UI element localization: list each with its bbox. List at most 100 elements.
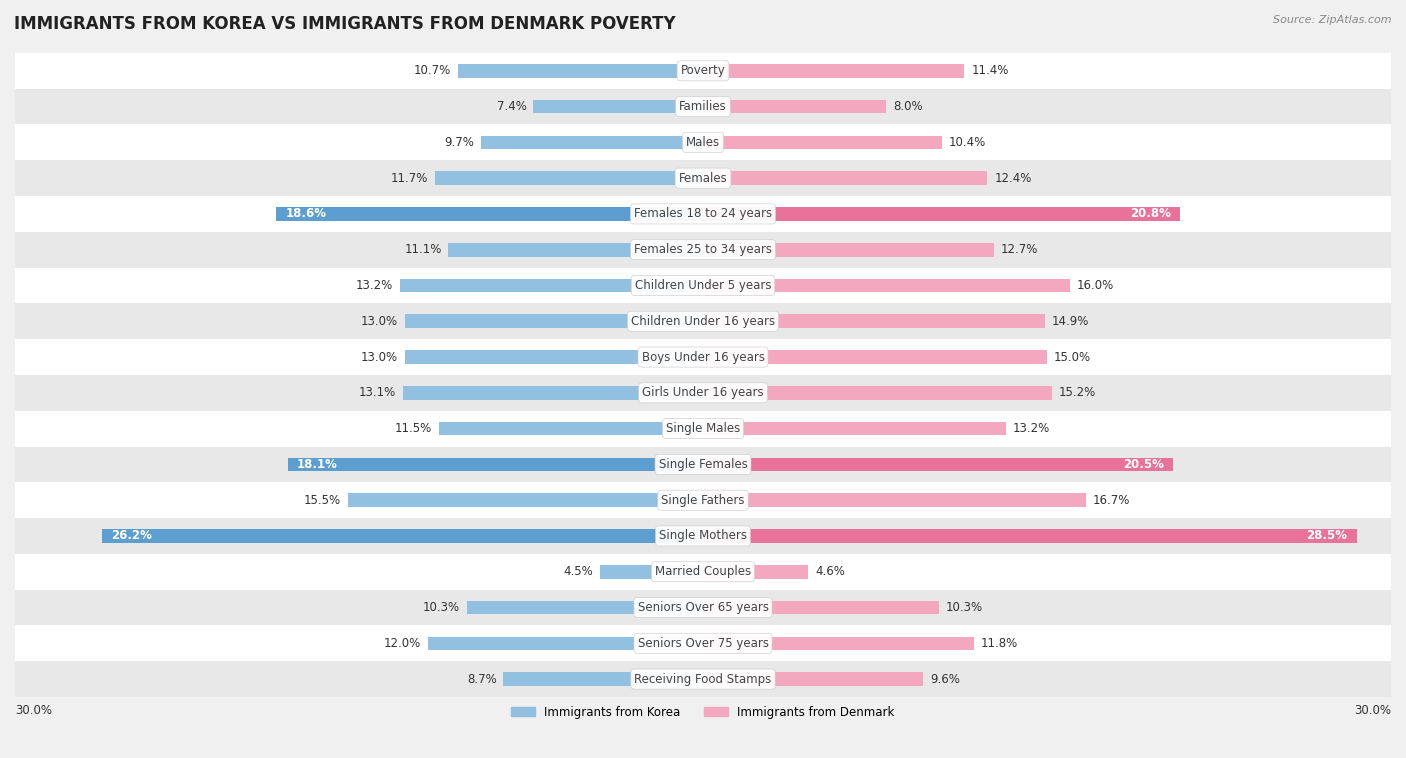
- Text: 16.7%: 16.7%: [1092, 493, 1130, 506]
- Bar: [703, 493, 1085, 507]
- Text: 10.4%: 10.4%: [949, 136, 986, 149]
- Text: IMMIGRANTS FROM KOREA VS IMMIGRANTS FROM DENMARK POVERTY: IMMIGRANTS FROM KOREA VS IMMIGRANTS FROM…: [14, 15, 676, 33]
- Bar: [600, 565, 703, 578]
- Bar: [703, 458, 1173, 471]
- Bar: [15, 303, 1391, 339]
- Bar: [401, 279, 703, 293]
- Text: 7.4%: 7.4%: [496, 100, 526, 113]
- Bar: [15, 625, 1391, 661]
- Bar: [405, 315, 703, 328]
- Text: Females 25 to 34 years: Females 25 to 34 years: [634, 243, 772, 256]
- Bar: [703, 386, 1052, 399]
- Text: 20.8%: 20.8%: [1130, 208, 1171, 221]
- Text: 15.5%: 15.5%: [304, 493, 340, 506]
- Text: Single Mothers: Single Mothers: [659, 529, 747, 543]
- Text: 18.1%: 18.1%: [297, 458, 337, 471]
- Bar: [503, 672, 703, 686]
- Text: Females 18 to 24 years: Females 18 to 24 years: [634, 208, 772, 221]
- Text: 10.3%: 10.3%: [423, 601, 460, 614]
- Text: Single Fathers: Single Fathers: [661, 493, 745, 506]
- Text: 11.8%: 11.8%: [980, 637, 1018, 650]
- Bar: [15, 89, 1391, 124]
- Bar: [103, 529, 703, 543]
- Bar: [703, 136, 942, 149]
- Text: Children Under 16 years: Children Under 16 years: [631, 315, 775, 327]
- Text: 15.0%: 15.0%: [1054, 350, 1091, 364]
- Text: 13.2%: 13.2%: [356, 279, 394, 292]
- Text: 10.7%: 10.7%: [413, 64, 451, 77]
- Bar: [703, 565, 808, 578]
- Bar: [703, 315, 1045, 328]
- Text: 26.2%: 26.2%: [111, 529, 152, 543]
- Bar: [15, 661, 1391, 697]
- Bar: [15, 554, 1391, 590]
- Bar: [277, 207, 703, 221]
- Bar: [15, 53, 1391, 89]
- Bar: [703, 207, 1180, 221]
- Text: 8.0%: 8.0%: [893, 100, 922, 113]
- Bar: [427, 637, 703, 650]
- Bar: [15, 375, 1391, 411]
- Bar: [703, 171, 987, 185]
- Bar: [457, 64, 703, 77]
- Bar: [703, 243, 994, 256]
- Text: Families: Families: [679, 100, 727, 113]
- Text: Single Males: Single Males: [666, 422, 740, 435]
- Bar: [347, 493, 703, 507]
- Text: 13.1%: 13.1%: [359, 387, 395, 399]
- Bar: [15, 518, 1391, 554]
- Text: 30.0%: 30.0%: [1354, 704, 1391, 717]
- Text: 11.1%: 11.1%: [404, 243, 441, 256]
- Text: 11.4%: 11.4%: [972, 64, 1008, 77]
- Text: Receiving Food Stamps: Receiving Food Stamps: [634, 672, 772, 685]
- Bar: [15, 124, 1391, 160]
- Bar: [703, 672, 924, 686]
- Text: 12.4%: 12.4%: [994, 171, 1032, 185]
- Text: 13.0%: 13.0%: [361, 315, 398, 327]
- Legend: Immigrants from Korea, Immigrants from Denmark: Immigrants from Korea, Immigrants from D…: [506, 701, 900, 723]
- Text: 16.0%: 16.0%: [1077, 279, 1114, 292]
- Bar: [439, 421, 703, 435]
- Text: 8.7%: 8.7%: [467, 672, 496, 685]
- Bar: [703, 529, 1357, 543]
- Text: Females: Females: [679, 171, 727, 185]
- Bar: [703, 64, 965, 77]
- Text: 12.0%: 12.0%: [384, 637, 420, 650]
- Text: 11.5%: 11.5%: [395, 422, 433, 435]
- Bar: [467, 601, 703, 614]
- Text: Boys Under 16 years: Boys Under 16 years: [641, 350, 765, 364]
- Bar: [15, 411, 1391, 446]
- Text: 30.0%: 30.0%: [15, 704, 52, 717]
- Text: Married Couples: Married Couples: [655, 565, 751, 578]
- Bar: [533, 100, 703, 114]
- Bar: [402, 386, 703, 399]
- Bar: [703, 350, 1047, 364]
- Text: 10.3%: 10.3%: [946, 601, 983, 614]
- Bar: [703, 421, 1005, 435]
- Text: 9.6%: 9.6%: [929, 672, 960, 685]
- Bar: [15, 339, 1391, 375]
- Text: Single Females: Single Females: [658, 458, 748, 471]
- Text: 13.2%: 13.2%: [1012, 422, 1050, 435]
- Text: 4.5%: 4.5%: [564, 565, 593, 578]
- Text: 11.7%: 11.7%: [391, 171, 427, 185]
- Bar: [405, 350, 703, 364]
- Bar: [15, 590, 1391, 625]
- Bar: [703, 637, 973, 650]
- Text: 28.5%: 28.5%: [1306, 529, 1347, 543]
- Bar: [703, 279, 1070, 293]
- Text: Seniors Over 75 years: Seniors Over 75 years: [637, 637, 769, 650]
- Bar: [449, 243, 703, 256]
- Text: 12.7%: 12.7%: [1001, 243, 1039, 256]
- Text: Males: Males: [686, 136, 720, 149]
- Text: Poverty: Poverty: [681, 64, 725, 77]
- Text: 18.6%: 18.6%: [285, 208, 326, 221]
- Bar: [15, 482, 1391, 518]
- Bar: [434, 171, 703, 185]
- Bar: [15, 232, 1391, 268]
- Bar: [15, 160, 1391, 196]
- Bar: [15, 268, 1391, 303]
- Bar: [481, 136, 703, 149]
- Text: 4.6%: 4.6%: [815, 565, 845, 578]
- Bar: [703, 601, 939, 614]
